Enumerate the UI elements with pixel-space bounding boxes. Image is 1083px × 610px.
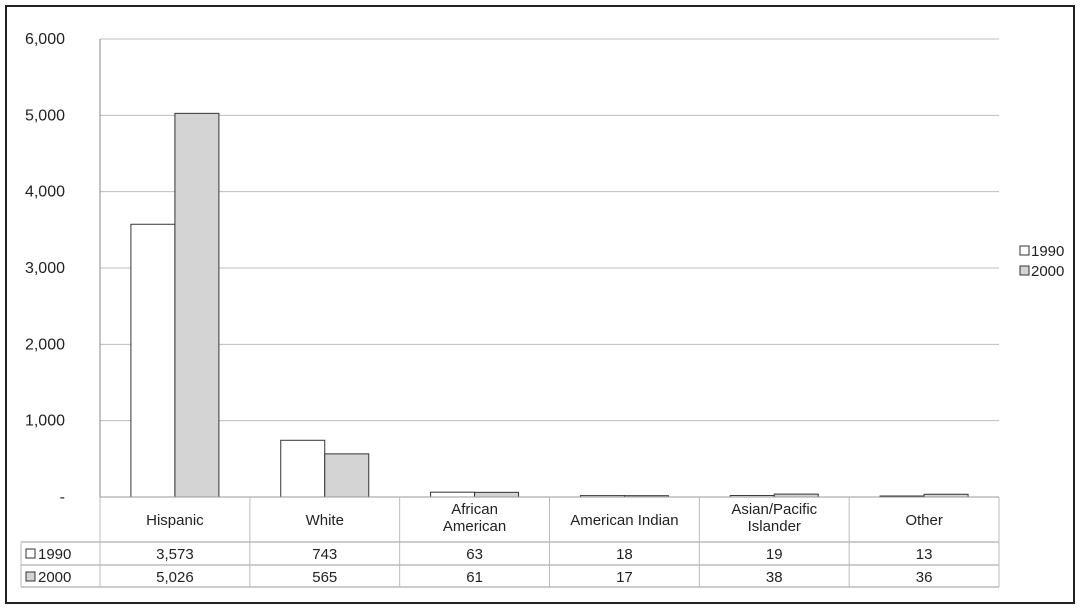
data-label: 743 <box>312 546 337 563</box>
data-label: 19 <box>766 546 783 563</box>
data-label: 36 <box>916 569 933 586</box>
category-label: Other <box>905 512 943 529</box>
table-legend-key <box>25 571 36 582</box>
bar-2000-2 <box>474 491 520 498</box>
category-label: White <box>306 512 344 529</box>
y-tick-label: 1,000 <box>25 413 65 430</box>
y-tick-label: 5,000 <box>25 107 65 124</box>
table-series-name: 1990 <box>38 546 71 563</box>
data-label: 3,573 <box>156 546 194 563</box>
category-label: Asian/Pacific <box>731 501 817 518</box>
y-tick-label: 2,000 <box>25 336 65 353</box>
category-label: Islander <box>748 518 801 535</box>
chart-frame: - 1,000 2,000 3,000 4,000 5,000 6,000 Hispanic W… <box>5 5 1075 604</box>
data-label: 17 <box>616 569 633 586</box>
category-label: American <box>443 518 506 535</box>
table-legend-key <box>25 548 36 559</box>
y-tick-label: - <box>60 489 65 506</box>
bar-chart: - 1,000 2,000 3,000 4,000 5,000 6,000 Hispanic W… <box>20 31 1064 588</box>
data-label: 63 <box>466 546 483 563</box>
bar-2000-0 <box>174 112 220 498</box>
data-label: 565 <box>312 569 337 586</box>
bar-1990-0 <box>130 223 176 498</box>
category-label: Hispanic <box>146 512 204 529</box>
data-label: 18 <box>616 546 633 563</box>
y-tick-label: 6,000 <box>25 31 65 48</box>
y-tick-label: 3,000 <box>25 260 65 277</box>
legend-key-1990 <box>1019 245 1030 256</box>
data-label: 61 <box>466 569 483 586</box>
legend-entry: 1990 <box>1031 243 1064 260</box>
legend-key-2000 <box>1019 265 1030 276</box>
data-label: 13 <box>916 546 933 563</box>
data-label: 5,026 <box>156 569 194 586</box>
bar-1990-1 <box>280 439 326 498</box>
bar-1990-2 <box>430 491 476 498</box>
table-series-name: 2000 <box>38 569 71 586</box>
bar-2000-1 <box>324 453 370 498</box>
category-label: American Indian <box>570 512 678 529</box>
category-label: African <box>451 501 498 518</box>
y-tick-label: 4,000 <box>25 184 65 201</box>
legend-entry: 2000 <box>1031 263 1064 280</box>
data-label: 38 <box>766 569 783 586</box>
